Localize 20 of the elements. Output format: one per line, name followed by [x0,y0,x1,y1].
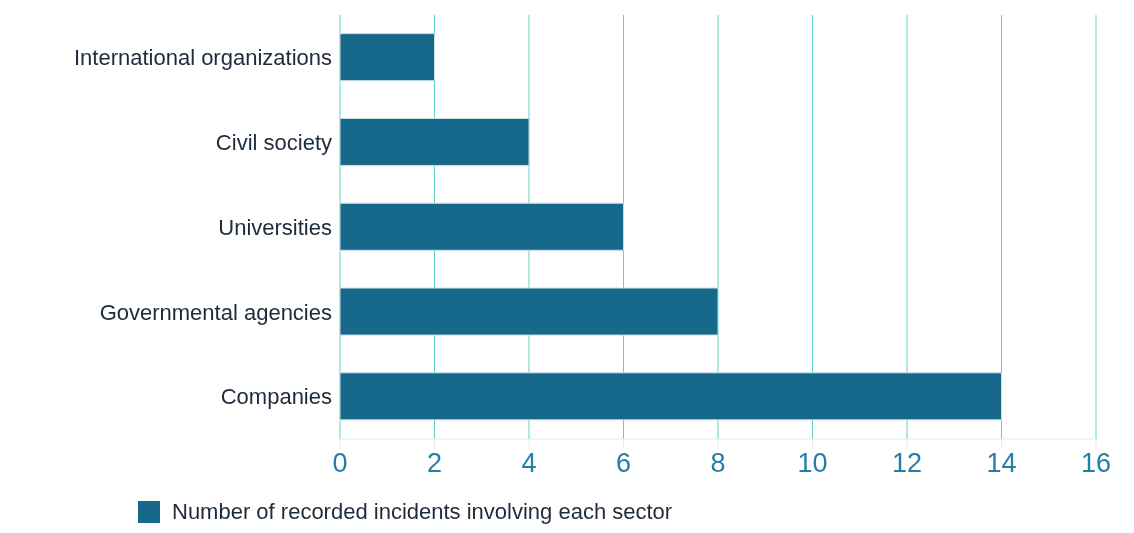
bar [340,202,624,251]
x-tick-label: 6 [615,448,632,479]
bar [340,117,530,166]
x-tick-label: 16 [1080,448,1112,479]
x-tick-label: 2 [426,448,443,479]
x-tick-label: 14 [986,448,1017,479]
y-tick-label: Companies [220,384,332,410]
x-tick-label: 12 [891,448,923,479]
y-tick-label: International organizations [73,45,332,71]
bar [340,33,435,82]
bar [340,287,719,336]
y-tick-label: Governmental agencies [99,299,332,325]
x-tick-label: 10 [797,448,828,479]
bar [340,372,1002,421]
x-tick-label: 0 [332,448,348,479]
y-tick-label: Universities [218,214,332,240]
y-tick-label: Civil society [215,130,332,156]
x-tick-label: 8 [710,448,726,479]
x-tick-label: 4 [521,448,537,479]
legend-label: Number of recorded incidents involving each sector [172,499,673,525]
